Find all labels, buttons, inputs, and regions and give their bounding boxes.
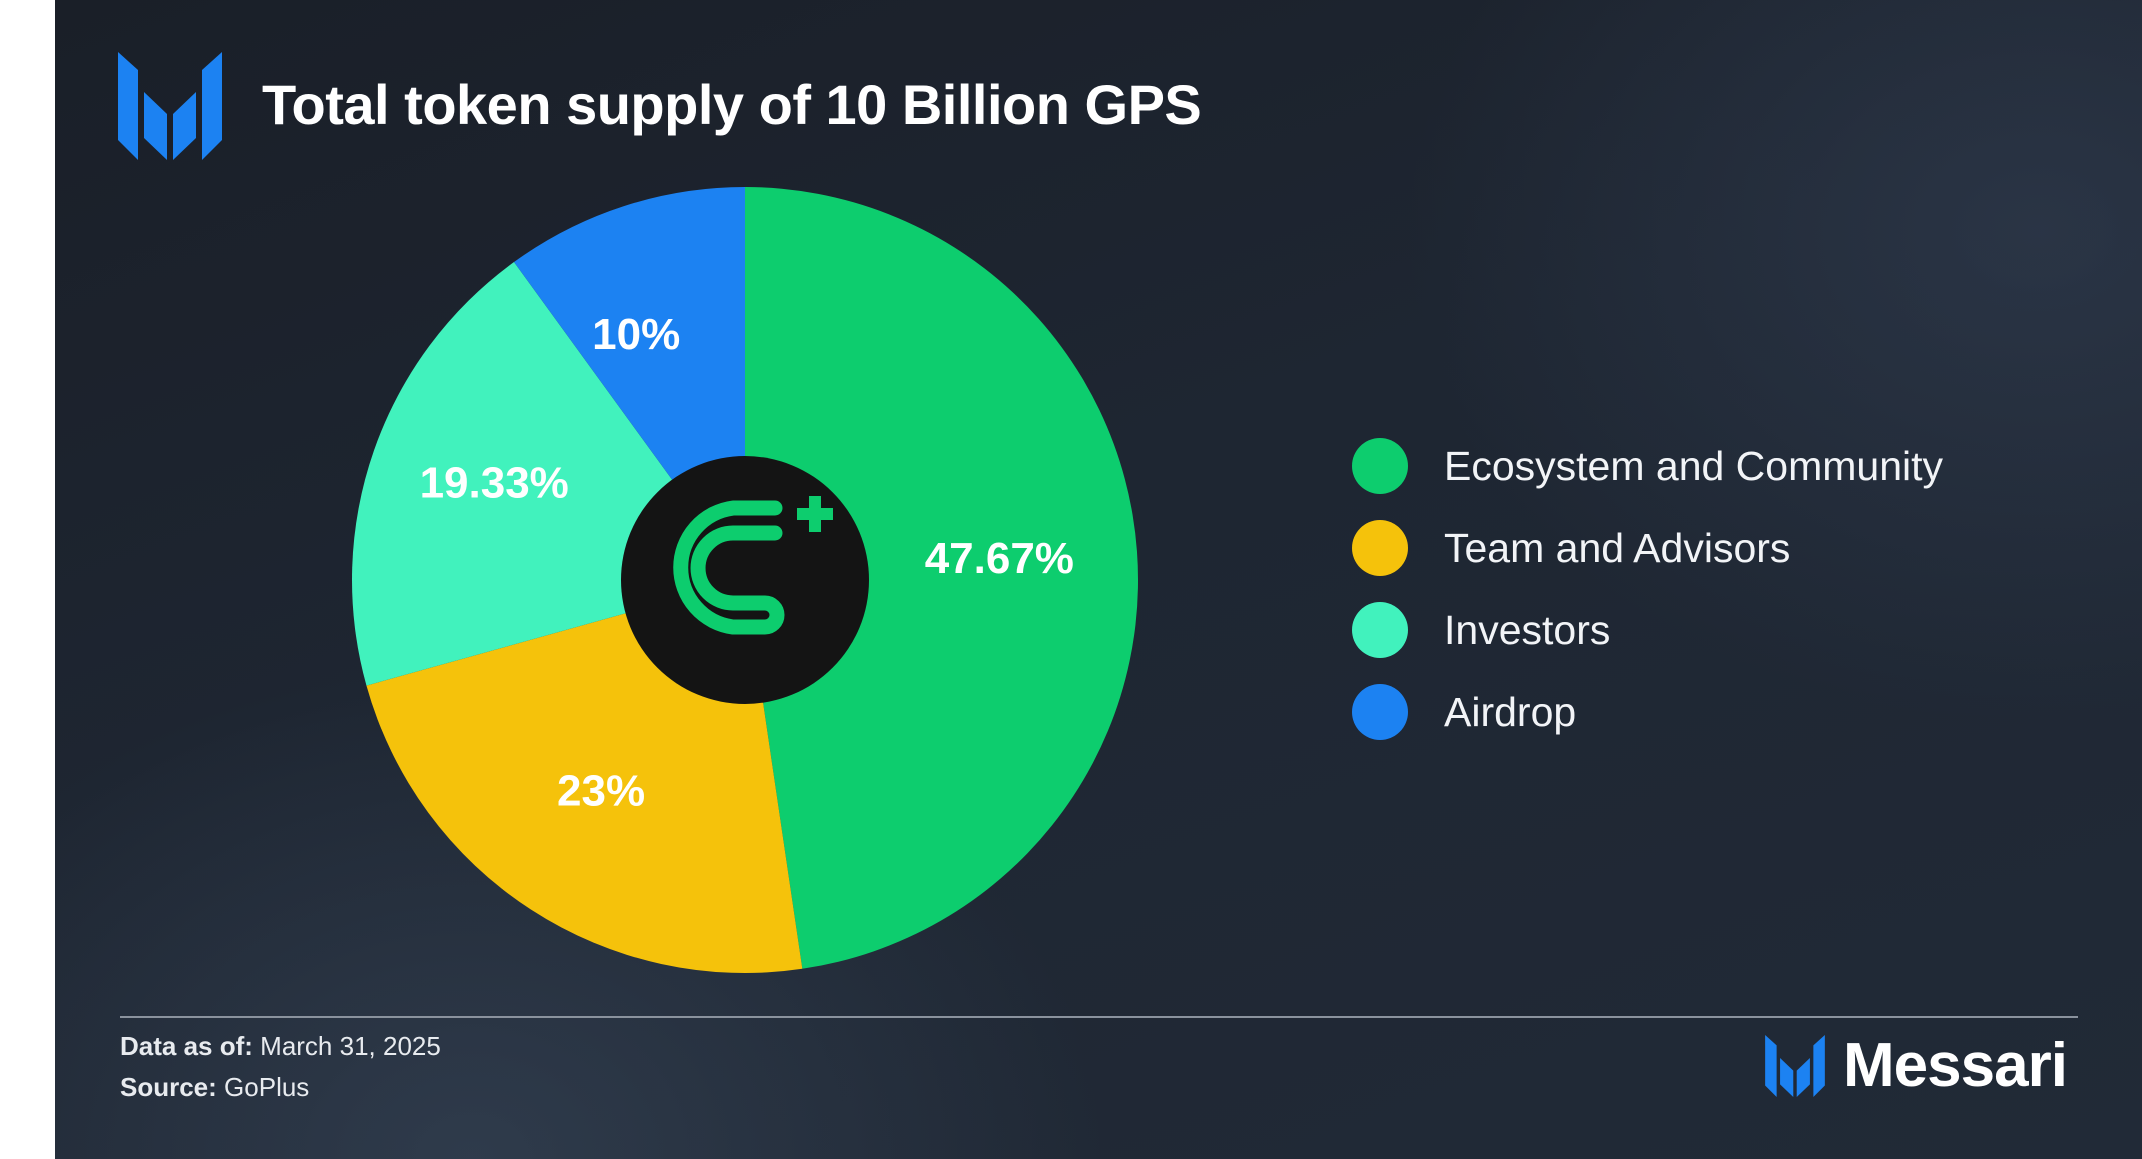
chart-title: Total token supply of 10 Billion GPS [262,73,1202,136]
legend-item-team-and-advisors: Team and Advisors [1352,507,1943,589]
data-as-of-value: March 31, 2025 [260,1031,441,1061]
plus-icon [797,496,833,532]
legend-label: Investors [1444,606,1611,653]
pie-slice-ecosystem-and-community [745,187,1139,969]
legend-label: Ecosystem and Community [1444,442,1944,489]
brand-name: Messari [1843,1031,2068,1100]
chart-legend: Ecosystem and Community Team and Advisors… [1352,425,1943,753]
legend-label: Airdrop [1444,688,1577,735]
legend-swatch [1352,602,1408,658]
chart-card: Total token supply of 10 Billion GPS 47.… [55,0,2142,1159]
slice-label-investors: 19.33% [420,459,569,508]
messari-brand: Messari [1765,1031,2068,1100]
data-as-of-label: Data as of: [120,1031,253,1061]
data-as-of-note: Data as of: March 31, 2025 [120,1031,441,1062]
source-note: Source: GoPlus [120,1072,309,1103]
legend-item-airdrop: Airdrop [1352,671,1943,753]
center-disc [621,456,869,704]
legend-item-ecosystem-and-community: Ecosystem and Community [1352,425,1943,507]
legend-swatch [1352,684,1408,740]
slice-label-ecosystem-and-community: 47.67% [925,534,1074,583]
footer-divider [120,1016,2078,1018]
messari-logo-icon [118,52,222,160]
legend-swatch [1352,438,1408,494]
slice-label-airdrop: 10% [592,310,680,359]
pie-chart: 47.67% 23% 19.33% 10% [352,187,1139,973]
legend-swatch [1352,520,1408,576]
goplus-logo-icon [673,500,785,635]
legend-item-investors: Investors [1352,589,1943,671]
messari-logo-icon [1765,1035,1825,1097]
source-label: Source: [120,1072,217,1102]
slice-label-team-and-advisors: 23% [557,766,645,815]
legend-label: Team and Advisors [1444,524,1791,571]
source-value: GoPlus [224,1072,310,1102]
